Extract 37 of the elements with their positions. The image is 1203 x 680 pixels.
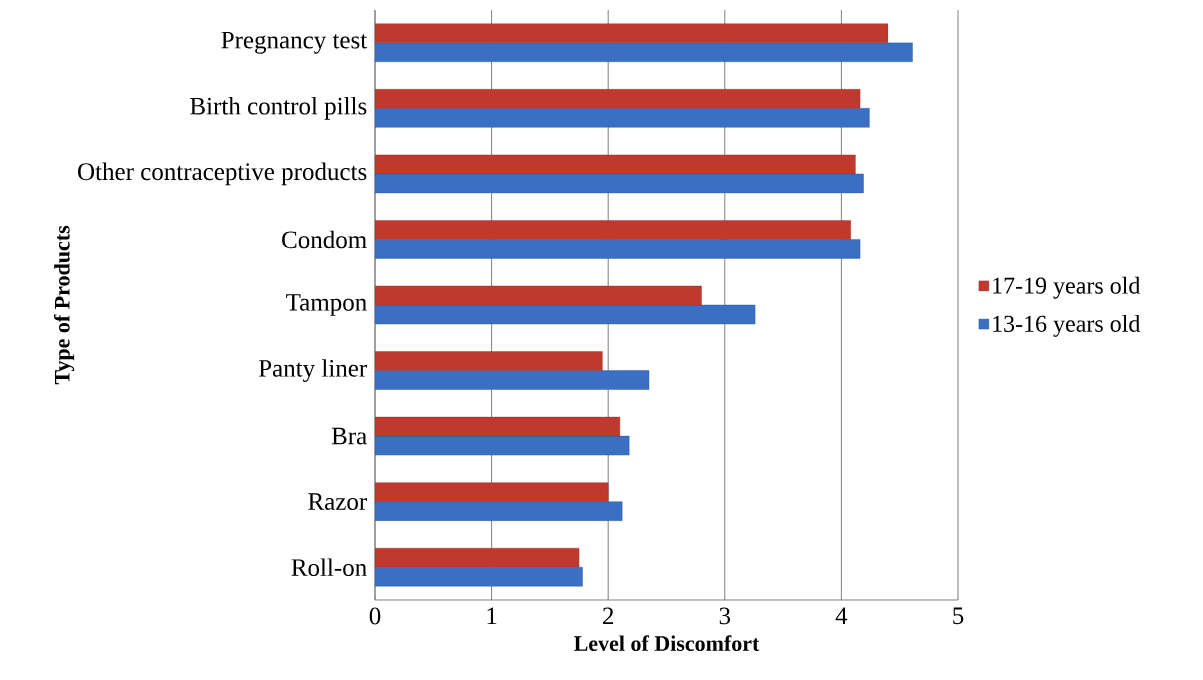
bar: [375, 154, 856, 175]
y-tick-label: Birth control pills: [190, 97, 367, 120]
bar: [375, 173, 864, 194]
x-tick-label: 4: [835, 607, 848, 624]
bar: [375, 548, 580, 568]
bar: [375, 108, 870, 128]
x-tick-label: 0: [369, 607, 381, 625]
bar: [375, 23, 889, 43]
y-tick-label: Roll-on: [291, 558, 367, 577]
x-tick-label: 1: [487, 607, 497, 625]
y-tick-label: Panty liner: [258, 359, 367, 382]
bar: [375, 351, 603, 371]
bar: [375, 482, 609, 502]
bar: [375, 220, 851, 240]
bar: [375, 42, 913, 62]
bar: [375, 239, 861, 259]
y-tick-label: Bra: [331, 427, 367, 445]
x-tick-label: 2: [603, 607, 614, 625]
bar: [375, 304, 756, 325]
bar: [375, 416, 621, 437]
y-tick-label: Tampon: [286, 294, 367, 316]
x-tick-label: 3: [719, 607, 731, 625]
legend-label: 13-16 years old: [993, 314, 1141, 337]
bar: [375, 567, 583, 587]
y-tick-label: Condom: [282, 230, 367, 249]
bar: [375, 501, 623, 521]
y-axis-title: Type of Products: [53, 225, 75, 385]
legend-label: 17-19 years old: [993, 276, 1141, 299]
bar: [375, 89, 861, 109]
bar: [375, 285, 702, 306]
y-tick-label: Razor: [308, 493, 367, 510]
bar: [375, 435, 630, 456]
x-axis-title: Level of Discomfort: [574, 635, 760, 651]
y-tick-label: Other contraceptive products: [78, 162, 367, 186]
bar: [375, 370, 650, 390]
x-tick-label: 5: [953, 607, 964, 625]
y-tick-label: Pregnancy test: [221, 31, 368, 54]
